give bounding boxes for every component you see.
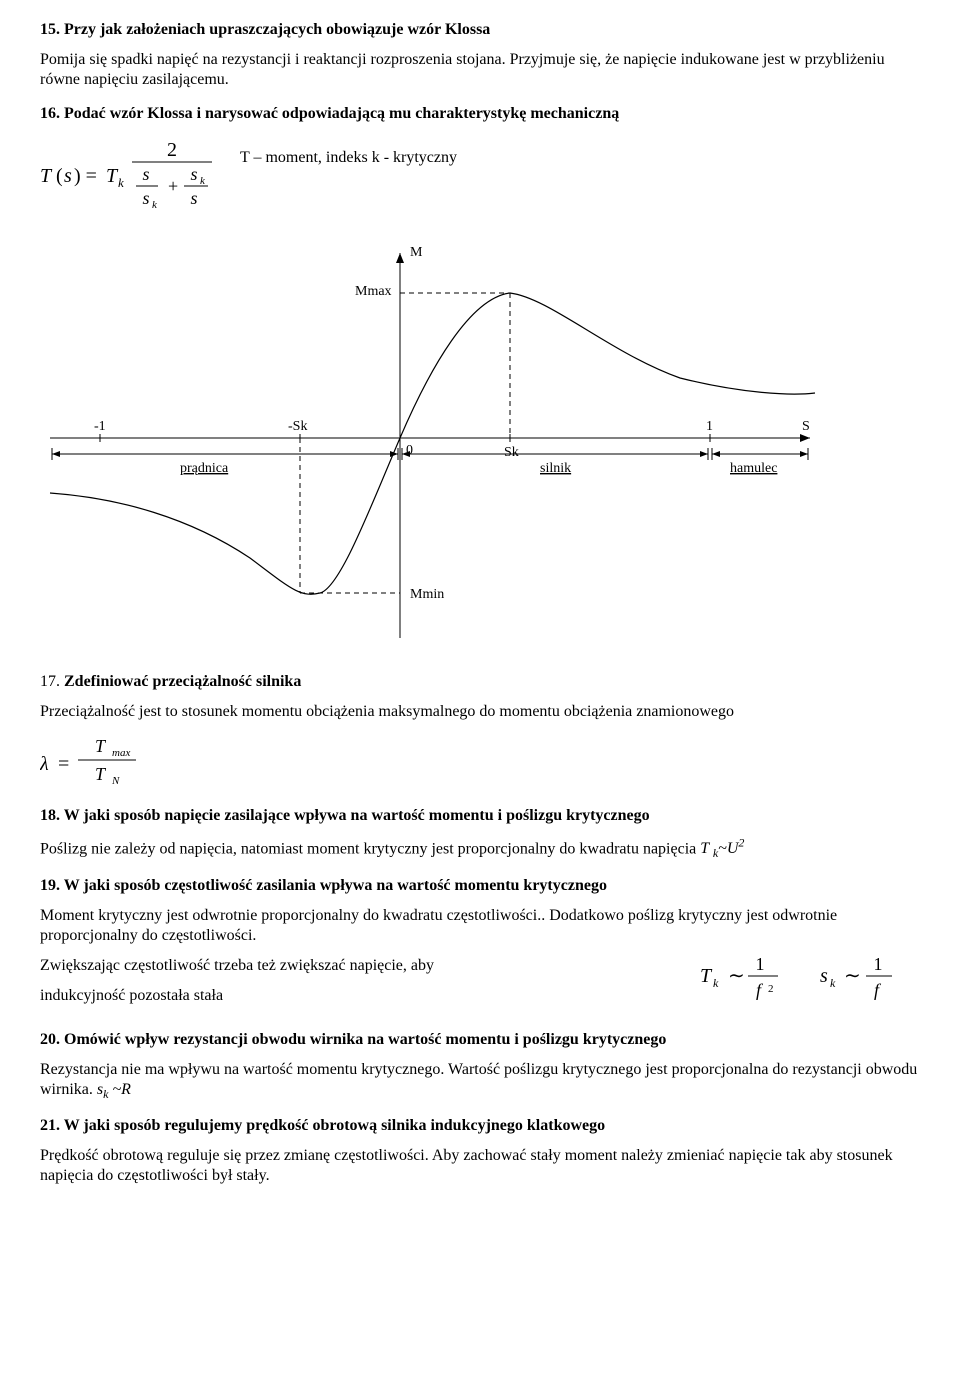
svg-text:k: k (713, 976, 719, 990)
q18-relation: T k~U2 (700, 840, 744, 857)
kloss-characteristic-chart: MMmaxMmin-1-Sk0Sk1Sprądnicasilnikhamulec (40, 238, 920, 658)
svg-text:s: s (142, 188, 149, 208)
svg-text:Mmax: Mmax (355, 284, 392, 299)
svg-text:1: 1 (706, 419, 713, 434)
svg-text:=: = (58, 753, 69, 775)
svg-text:f: f (756, 980, 764, 1000)
q19-freq-formula: T k ∼ 1 f 2 s k ∼ 1 f (700, 952, 920, 1002)
chart-svg: MMmaxMmin-1-Sk0Sk1Sprądnicasilnikhamulec (40, 238, 820, 658)
q16-title: 16. Podać wzór Klossa i narysować odpowi… (40, 105, 619, 122)
q19-body1: Moment krytyczny jest odwrotnie proporcj… (40, 906, 920, 946)
svg-text:T: T (40, 165, 53, 187)
question-17: 17. Zdefiniować przeciążalność silnika P… (40, 672, 920, 792)
formula-svg: T ( s ) = T k 2 s s k + s k s T – moment… (40, 134, 460, 224)
svg-text:) =: ) = (74, 165, 97, 187)
svg-text:1: 1 (756, 954, 765, 974)
svg-text:2: 2 (167, 139, 177, 161)
svg-text:S: S (802, 419, 810, 434)
q18-body: Poślizg nie zależy od napięcia, natomias… (40, 836, 920, 862)
svg-text:∼: ∼ (728, 965, 745, 987)
question-20: 20. Omówić wpływ rezystancji obwodu wirn… (40, 1030, 920, 1102)
q20-title: 20. Omówić wpływ rezystancji obwodu wirn… (40, 1031, 666, 1048)
q18-title: 18. W jaki sposób napięcie zasilające wp… (40, 807, 650, 824)
svg-text:T: T (95, 736, 107, 756)
svg-text:N: N (111, 775, 120, 787)
svg-text:k: k (118, 175, 124, 190)
svg-text:1: 1 (874, 954, 883, 974)
svg-text:M: M (410, 245, 423, 260)
svg-text:T: T (700, 965, 713, 987)
q15-body: Pomija się spadki napięć na rezystancji … (40, 50, 920, 90)
q17-title-rest: Zdefiniować przeciążalność silnika (64, 673, 301, 690)
q15-title: 15. Przy jak założeniach upraszczających… (40, 21, 490, 38)
formula-note: T – moment, indeks k - krytyczny (240, 149, 457, 166)
q21-title: 21. W jaki sposób regulujemy prędkość ob… (40, 1117, 605, 1134)
svg-text:f: f (874, 980, 882, 1000)
svg-text:k: k (200, 175, 206, 187)
svg-text:k: k (830, 976, 836, 990)
question-18: 18. W jaki sposób napięcie zasilające wp… (40, 806, 920, 862)
kloss-formula: T ( s ) = T k 2 s s k + s k s T – moment… (40, 134, 920, 224)
svg-text:∼: ∼ (844, 965, 861, 987)
svg-text:-1: -1 (94, 419, 106, 434)
svg-text:+: + (168, 176, 178, 196)
svg-text:Sk: Sk (504, 445, 519, 460)
question-21: 21. W jaki sposób regulujemy prędkość ob… (40, 1116, 920, 1186)
svg-text:(: ( (56, 165, 63, 187)
q17-body: Przeciążalność jest to stosunek momentu … (40, 702, 920, 722)
svg-text:silnik: silnik (540, 461, 571, 476)
svg-text:s: s (190, 188, 197, 208)
q20-body-pre: Rezystancja nie ma wpływu na wartość mom… (40, 1061, 917, 1098)
svg-text:Mmin: Mmin (410, 587, 444, 602)
question-16: 16. Podać wzór Klossa i narysować odpowi… (40, 104, 920, 658)
svg-text:s: s (820, 965, 828, 987)
question-15: 15. Przy jak założeniach upraszczających… (40, 20, 920, 90)
svg-text:k: k (152, 199, 158, 211)
q18-body-pre: Poślizg nie zależy od napięcia, natomias… (40, 840, 700, 857)
question-19: 19. W jaki sposób częstotliwość zasilani… (40, 876, 920, 1016)
svg-text:prądnica: prądnica (180, 461, 229, 476)
svg-text:λ: λ (40, 753, 49, 775)
svg-text:s: s (190, 164, 197, 184)
svg-text:s: s (142, 164, 149, 184)
q21-body: Prędkość obrotową reguluje się przez zmi… (40, 1146, 920, 1186)
svg-text:s: s (64, 165, 72, 187)
svg-text:hamulec: hamulec (730, 461, 777, 476)
svg-text:max: max (112, 747, 130, 759)
svg-text:2: 2 (768, 983, 774, 995)
q20-body: Rezystancja nie ma wpływu na wartość mom… (40, 1060, 920, 1102)
q20-relation: sk ~R (97, 1081, 131, 1098)
q19-title: 19. W jaki sposób częstotliwość zasilani… (40, 877, 607, 894)
svg-text:T: T (95, 764, 107, 784)
lambda-formula: λ = T max T N (40, 732, 920, 792)
svg-text:-Sk: -Sk (288, 419, 307, 434)
